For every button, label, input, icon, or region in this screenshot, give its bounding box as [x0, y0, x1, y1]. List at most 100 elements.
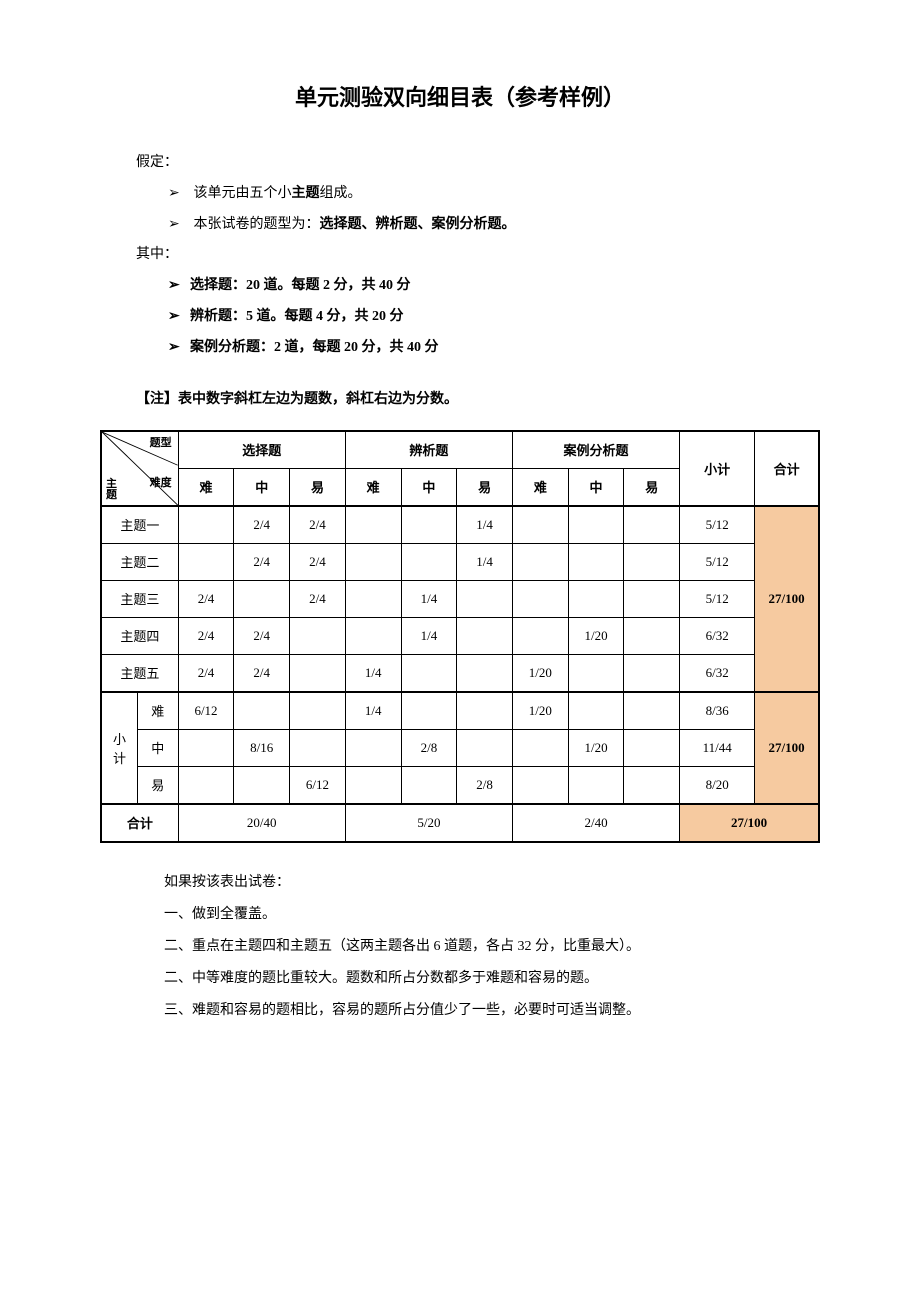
cell [290, 729, 346, 766]
cell [568, 654, 624, 692]
cell [178, 506, 234, 544]
cell: 6/32 [680, 654, 755, 692]
cell: 1/4 [345, 692, 401, 730]
bullet-2-prefix: 本张试卷的题型为： [194, 217, 320, 232]
cell: 1/20 [512, 692, 568, 730]
cell: 1/4 [401, 580, 457, 617]
cell: 2/4 [290, 506, 346, 544]
cell [345, 766, 401, 804]
outro-p3: 二、重点在主题四和主题五（这两主题各出 6 道题，各占 32 分，比重最大）。 [136, 931, 784, 963]
cell [345, 506, 401, 544]
bullet-1-bold: 主题 [292, 186, 320, 201]
header-g3-easy: 易 [624, 468, 680, 506]
bullet-2: 本张试卷的题型为：选择题、辨析题、案例分析题。 [136, 210, 784, 241]
cell: 2/4 [178, 580, 234, 617]
cell: 1/20 [512, 654, 568, 692]
cell: 6/12 [290, 766, 346, 804]
cell [178, 729, 234, 766]
cell [345, 729, 401, 766]
bullet-1: 该单元由五个小主题组成。 [136, 179, 784, 210]
diag-header-cell: 题型 难度 主 题 [101, 431, 178, 506]
footer-v4: 27/100 [680, 804, 819, 842]
cell [568, 506, 624, 544]
row-topic-5-label: 主题五 [101, 654, 178, 692]
cell [234, 766, 290, 804]
header-subtotal: 小计 [680, 431, 755, 506]
cell [401, 766, 457, 804]
cell [457, 617, 513, 654]
cell [624, 506, 680, 544]
footer-v2: 5/20 [345, 804, 512, 842]
right-total-1: 27/100 [755, 506, 819, 692]
header-group-3: 案例分析题 [512, 431, 679, 469]
cell: 8/36 [680, 692, 755, 730]
outro-p1: 如果按该表出试卷： [136, 867, 784, 899]
cell: 2/4 [234, 617, 290, 654]
cell: 11/44 [680, 729, 755, 766]
cell [290, 654, 346, 692]
cell: 1/4 [457, 543, 513, 580]
cell [512, 506, 568, 544]
cell [624, 580, 680, 617]
outro-block: 如果按该表出试卷： 一、做到全覆盖。 二、重点在主题四和主题五（这两主题各出 6… [136, 867, 784, 1028]
header-g1-mid: 中 [234, 468, 290, 506]
sub-row-hard-label: 难 [137, 692, 178, 730]
header-g3-hard: 难 [512, 468, 568, 506]
cell: 5/12 [680, 580, 755, 617]
cell [290, 692, 346, 730]
bullet-5: 案例分析题：2 道，每题 20 分，共 40 分 [136, 333, 784, 364]
cell [178, 543, 234, 580]
footer-v3: 2/40 [512, 804, 679, 842]
note-line: 【注】表中数字斜杠左边为题数，斜杠右边为分数。 [136, 386, 784, 414]
footer-v1: 20/40 [178, 804, 345, 842]
cell: 5/12 [680, 543, 755, 580]
cell: 2/4 [290, 543, 346, 580]
cell: 2/8 [457, 766, 513, 804]
outro-p4: 二、中等难度的题比重较大。题数和所占分数都多于难题和容易的题。 [136, 963, 784, 995]
cell [401, 543, 457, 580]
cell: 8/16 [234, 729, 290, 766]
header-group-2: 辨析题 [345, 431, 512, 469]
right-total-2: 27/100 [755, 692, 819, 804]
cell [234, 692, 290, 730]
footer-label: 合计 [101, 804, 178, 842]
cell: 2/4 [178, 654, 234, 692]
cell [624, 543, 680, 580]
cell [457, 580, 513, 617]
cell [345, 617, 401, 654]
cell: 5/12 [680, 506, 755, 544]
header-g1-easy: 易 [290, 468, 346, 506]
cell [568, 692, 624, 730]
cell [568, 543, 624, 580]
sub-row-easy-label: 易 [137, 766, 178, 804]
row-topic-2-label: 主题二 [101, 543, 178, 580]
cell: 2/4 [290, 580, 346, 617]
cell [512, 580, 568, 617]
bullet-2-bold: 选择题、辨析题、案例分析题。 [320, 217, 516, 232]
cell [457, 692, 513, 730]
diag-mid-label: 难度 [150, 478, 172, 489]
cell: 1/4 [401, 617, 457, 654]
sub-row-mid-label: 中 [137, 729, 178, 766]
cell [457, 654, 513, 692]
header-g1-hard: 难 [178, 468, 234, 506]
cell [512, 766, 568, 804]
cell [512, 729, 568, 766]
row-topic-1-label: 主题一 [101, 506, 178, 544]
cell [290, 617, 346, 654]
header-total: 合计 [755, 431, 819, 506]
cell: 6/12 [178, 692, 234, 730]
cell [568, 766, 624, 804]
cell: 2/4 [234, 506, 290, 544]
intro-block: 假定： 该单元由五个小主题组成。 本张试卷的题型为：选择题、辨析题、案例分析题。… [136, 148, 784, 364]
cell [457, 729, 513, 766]
cell: 2/4 [234, 543, 290, 580]
cell: 2/4 [234, 654, 290, 692]
subtotal-vert-label: 小 计 [101, 692, 137, 804]
cell [512, 617, 568, 654]
cell [624, 766, 680, 804]
diag-bottom-label: 主 题 [106, 479, 117, 501]
assume-label: 假定： [136, 148, 784, 179]
cell: 6/32 [680, 617, 755, 654]
cell [624, 654, 680, 692]
